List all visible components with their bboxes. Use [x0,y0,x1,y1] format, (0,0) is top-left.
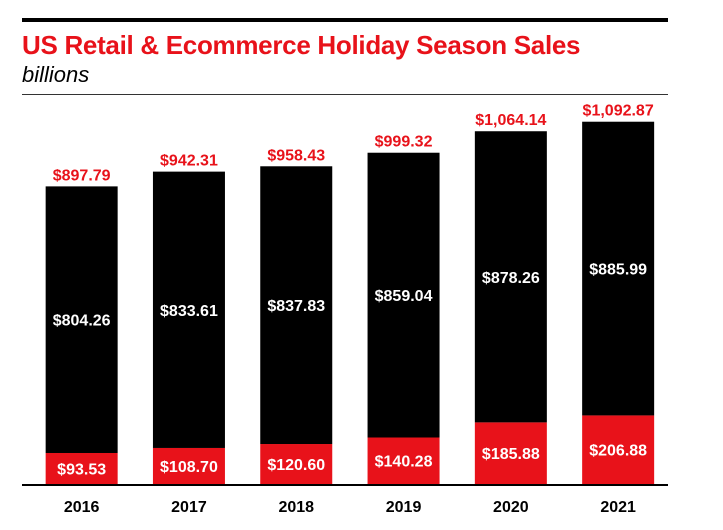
x-tick-2019: 2019 [386,499,422,516]
label-retail-2018: $837.83 [267,298,325,315]
label-ecommerce-2017: $108.70 [160,459,218,476]
label-ecommerce-2021: $206.88 [589,443,647,460]
label-retail-2016: $804.26 [53,313,111,330]
bar-retail-2019 [367,152,440,438]
bar-retail-2017 [152,171,225,448]
label-retail-2019: $859.04 [375,288,433,305]
label-ecommerce-2019: $140.28 [375,454,433,471]
label-retail-2020: $878.26 [482,270,540,287]
x-tick-2021: 2021 [600,499,636,516]
bar-ecommerce-2020 [474,422,547,484]
bar-ecommerce-2017 [152,447,225,484]
label-retail-2017: $833.61 [160,303,218,320]
bar-ecommerce-2021 [582,415,655,484]
x-tick-2016: 2016 [64,499,100,516]
top-rule [22,18,668,22]
chart-title: US Retail & Ecommerce Holiday Season Sal… [22,30,581,60]
label-total-2016: $897.79 [53,167,111,184]
x-tick-2020: 2020 [493,499,529,516]
chart-subtitle: billions [22,62,90,87]
bar-retail-2018 [260,166,333,445]
label-ecommerce-2018: $120.60 [267,457,325,474]
label-total-2018: $958.43 [267,147,325,164]
bar-retail-2016 [45,186,118,453]
label-ecommerce-2016: $93.53 [57,461,106,478]
label-total-2017: $942.31 [160,153,218,170]
x-tick-2018: 2018 [278,499,314,516]
title-divider [22,94,668,95]
label-total-2021: $1,092.87 [583,103,654,120]
label-total-2019: $999.32 [375,134,433,151]
bar-retail-2021 [582,121,655,416]
bar-ecommerce-2019 [367,437,440,484]
bar-retail-2020 [474,131,547,423]
label-retail-2021: $885.99 [589,262,647,279]
label-ecommerce-2020: $185.88 [482,446,540,463]
bar-ecommerce-2016 [45,452,118,484]
bar-ecommerce-2018 [260,444,333,484]
label-total-2020: $1,064.14 [475,112,546,129]
x-tick-2017: 2017 [171,499,207,516]
